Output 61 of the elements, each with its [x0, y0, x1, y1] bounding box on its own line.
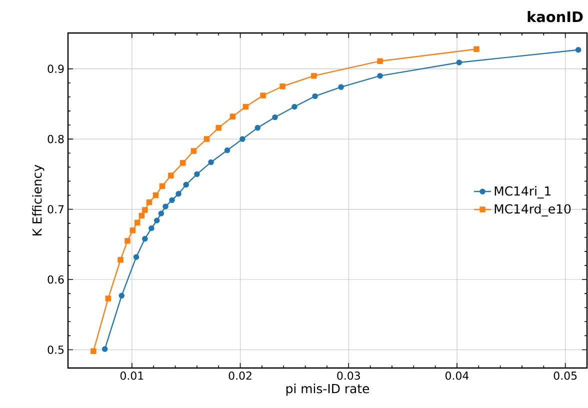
point	[204, 136, 210, 142]
point	[224, 147, 230, 154]
point	[190, 148, 197, 154]
x-tick-label: 0.04	[446, 372, 469, 380]
point	[208, 159, 214, 166]
point	[118, 292, 125, 299]
point	[180, 160, 186, 166]
point	[90, 348, 96, 354]
point	[194, 171, 200, 178]
point	[456, 60, 462, 66]
point	[134, 220, 140, 226]
point	[292, 104, 298, 110]
point	[105, 296, 112, 302]
point	[102, 346, 108, 352]
chart-title: kaonID	[528, 11, 583, 22]
point	[474, 46, 480, 52]
point	[146, 199, 152, 206]
point	[338, 84, 344, 90]
point	[377, 72, 383, 79]
point	[133, 254, 140, 260]
point	[280, 83, 286, 90]
point	[152, 192, 159, 198]
point	[168, 172, 174, 178]
y-tick-label: 0.9	[48, 64, 64, 73]
x-tick-label: 0.05	[554, 372, 577, 380]
point	[124, 238, 130, 244]
point	[130, 227, 136, 234]
point	[377, 58, 383, 64]
y-tick-label: 0.7	[48, 205, 64, 214]
point	[159, 183, 166, 189]
point	[142, 236, 148, 242]
point	[254, 124, 261, 131]
x-tick-label: 0.01	[120, 372, 144, 380]
point	[216, 124, 222, 131]
point	[312, 93, 318, 100]
y-tick-label: 0.8	[48, 134, 64, 144]
point	[242, 104, 249, 110]
point	[154, 218, 160, 224]
point	[148, 225, 154, 232]
point	[230, 114, 236, 120]
point	[138, 212, 145, 218]
point	[272, 114, 278, 120]
legend-label: MC14ri_1	[494, 186, 550, 198]
point	[118, 256, 124, 263]
point	[575, 46, 582, 53]
x-tick-label: 0.02	[228, 372, 252, 380]
y-tick-label: 0.6	[48, 275, 64, 284]
point	[183, 182, 189, 188]
point	[176, 190, 182, 197]
point	[158, 210, 164, 216]
legend-label: MC14rd_e10	[494, 204, 571, 216]
point	[240, 136, 246, 142]
point	[260, 92, 266, 98]
point	[169, 197, 175, 204]
y-axis-title: K Efficiency	[32, 164, 44, 236]
x-axis-title: pi mis-ID rate	[286, 384, 370, 396]
point	[162, 204, 168, 210]
y-tick-label: 0.5	[48, 346, 64, 354]
point	[311, 72, 317, 79]
point	[142, 207, 148, 213]
x-tick-label: 0.03	[337, 372, 360, 380]
